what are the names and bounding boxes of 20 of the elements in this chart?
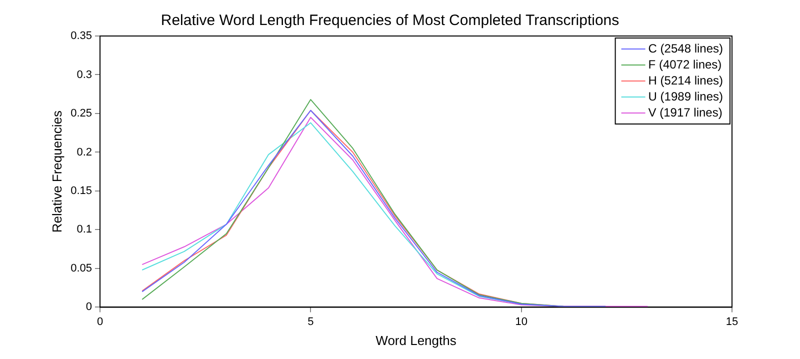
x-tick-label: 10	[515, 316, 528, 328]
y-tick-label: 0.05	[70, 262, 92, 274]
legend-label: H (5214 lines)	[648, 73, 724, 88]
legend-label: U (1989 lines)	[648, 89, 724, 104]
legend-label: V (1917 lines)	[648, 105, 722, 120]
x-tick-label: 5	[308, 316, 314, 328]
y-tick-label: 0.1	[76, 224, 92, 236]
legend-label: F (4072 lines)	[648, 57, 722, 72]
y-tick-label: 0.15	[70, 185, 92, 198]
y-tick-label: 0	[86, 301, 92, 314]
y-tick-label: 0.25	[70, 108, 92, 120]
y-tick-label: 0.2	[76, 146, 92, 158]
y-tick-label: 0.35	[70, 30, 92, 42]
legend-label: C (2548 lines)	[648, 41, 724, 56]
x-tick-label: 15	[726, 316, 738, 328]
x-axis-title: Word Lengths	[376, 332, 457, 348]
x-tick-label: 0	[96, 316, 104, 328]
chart-title: Relative Word Length Frequencies of Most Completed Transcriptions	[160, 12, 620, 30]
y-axis-title: Relative Frequencies	[49, 110, 64, 233]
y-tick-label: 0.3	[76, 68, 92, 81]
